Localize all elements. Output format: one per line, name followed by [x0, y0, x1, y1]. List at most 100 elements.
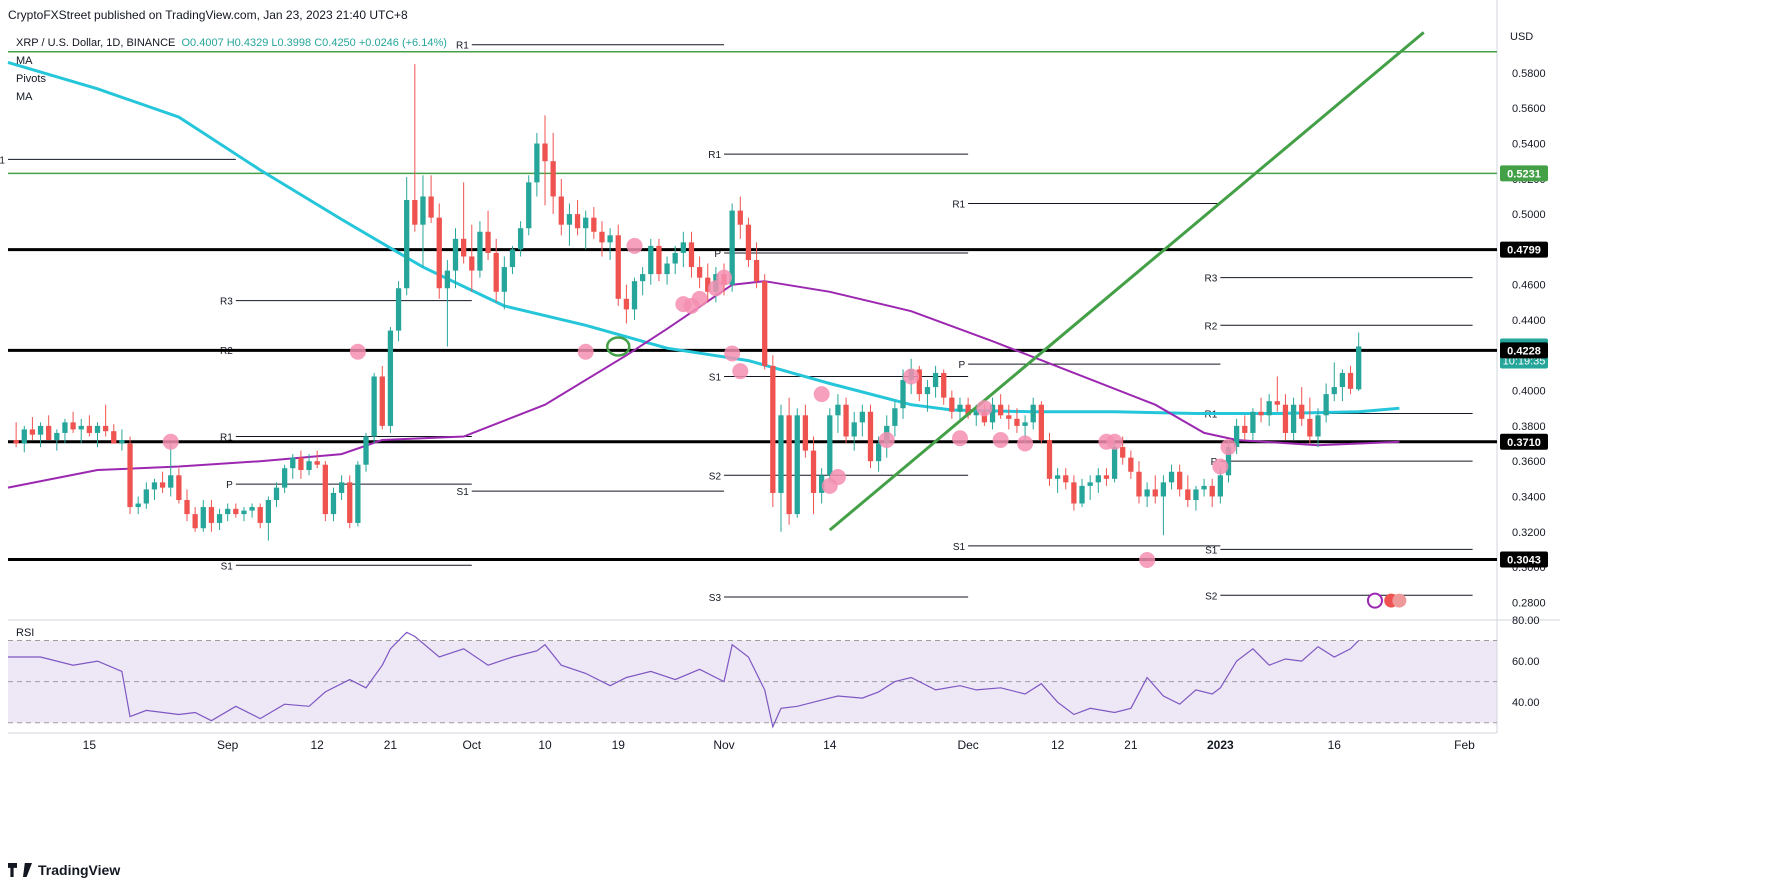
time-tick-label: 10 — [538, 738, 552, 752]
time-tick-label: Nov — [713, 738, 734, 752]
candle-body — [86, 425, 93, 433]
pivot-label: P — [714, 249, 721, 260]
candle-body — [851, 422, 857, 437]
candle-body — [1111, 447, 1118, 479]
ohlc-values: O0.4007 H0.4329 L0.3998 C0.4250 +0.0246 … — [181, 37, 447, 49]
candle-body — [623, 298, 630, 310]
symbol-line: XRP / U.S. Dollar, 1D, BINANCE — [16, 37, 176, 49]
touch-marker — [878, 432, 895, 448]
touch-marker — [626, 237, 643, 254]
candle-body — [1177, 471, 1183, 490]
candle-body — [347, 482, 353, 523]
candle-body — [648, 245, 654, 275]
pivot-label: S1 — [953, 542, 966, 553]
time-tick-label: 21 — [1124, 738, 1138, 752]
candle-body — [1339, 372, 1346, 388]
candle-body — [1258, 411, 1264, 416]
touch-marker — [716, 269, 733, 286]
price-badge-label: 0.4799 — [1507, 245, 1541, 257]
candle-body — [1128, 457, 1134, 472]
pivot-label: R1 — [0, 155, 5, 166]
candle-body — [558, 196, 564, 225]
price-badge — [1500, 551, 1548, 568]
candle-body — [21, 429, 27, 444]
pivot-label: S1 — [457, 487, 470, 498]
candle-body — [1152, 489, 1158, 497]
touch-marker — [1106, 433, 1123, 450]
candle-body — [794, 415, 800, 515]
candle-body — [1136, 471, 1142, 497]
legend: XRP / U.S. Dollar, 1D, BINANCE O0.4007 H… — [16, 34, 447, 106]
rsi-line — [8, 631, 1360, 729]
candle-body — [387, 330, 394, 426]
candle-body — [338, 482, 345, 493]
time-tick-label: Sep — [217, 738, 239, 752]
candle-body — [778, 415, 784, 493]
candle-body — [29, 429, 36, 435]
candle-body — [306, 461, 312, 470]
price-badge — [1500, 165, 1548, 182]
candle-body — [924, 387, 931, 395]
candle-body — [1168, 471, 1175, 483]
candle-body — [257, 507, 263, 523]
candle-body — [900, 380, 906, 409]
candle-body — [168, 475, 174, 488]
touch-marker — [732, 363, 749, 380]
indicator-ma-1[interactable]: MA — [16, 55, 33, 67]
candle-body — [208, 507, 215, 523]
candle-body — [753, 260, 760, 282]
crossover-circle-marker — [605, 336, 631, 357]
candle-body — [1233, 425, 1240, 448]
candle-body — [412, 200, 418, 225]
candle-body — [330, 492, 337, 515]
candle-body — [1217, 475, 1223, 497]
candle-body — [290, 457, 296, 469]
candle-body — [696, 267, 703, 278]
candle-body — [762, 281, 768, 366]
price-tick-label: 0.2800 — [1512, 597, 1546, 609]
candle-body — [200, 507, 206, 529]
candle-body — [46, 425, 52, 440]
pivot-label: S1 — [221, 561, 234, 572]
candle-body — [941, 372, 947, 398]
price-tick-label: 0.3800 — [1512, 421, 1546, 433]
price-tick-label: 0.3600 — [1512, 456, 1546, 468]
candle-body — [607, 235, 613, 243]
candle-body — [1282, 404, 1289, 433]
candle-body — [298, 457, 304, 470]
candle-body — [62, 422, 68, 433]
candle-body — [1103, 475, 1110, 479]
time-tick-label: 12 — [1051, 738, 1065, 752]
candle-body — [509, 249, 516, 268]
price-tick-label: 0.4000 — [1512, 386, 1546, 398]
candle-body — [843, 404, 849, 437]
candle-body — [1250, 411, 1256, 433]
candle-body — [135, 503, 141, 508]
indicator-ma-2[interactable]: MA — [16, 91, 33, 103]
candle-body — [981, 411, 988, 423]
time-tick-label: 2023 — [1207, 738, 1234, 752]
candle-body — [1087, 482, 1093, 486]
candle-body — [143, 489, 149, 504]
candle-body — [1307, 418, 1313, 437]
touch-marker — [162, 433, 179, 450]
candle-body — [151, 482, 158, 490]
price-badge — [1500, 433, 1548, 450]
pivot-label: R1 — [220, 432, 233, 443]
touch-marker — [724, 345, 741, 362]
candle-body — [583, 217, 589, 229]
indicator-pivots[interactable]: Pivots — [16, 73, 46, 85]
price-tick-label: 0.5600 — [1512, 103, 1546, 115]
rsi-tick-label: 80.00 — [1512, 615, 1540, 627]
candle-body — [729, 210, 735, 285]
tradingview-brand[interactable]: TradingView — [8, 862, 120, 878]
candle-body — [1006, 415, 1012, 419]
candle-body — [1160, 482, 1167, 497]
candle-body — [485, 231, 491, 253]
candle-body — [1038, 404, 1044, 440]
pivot-label: R1 — [952, 200, 965, 211]
candle-body — [786, 415, 792, 515]
candle-body — [444, 270, 451, 289]
